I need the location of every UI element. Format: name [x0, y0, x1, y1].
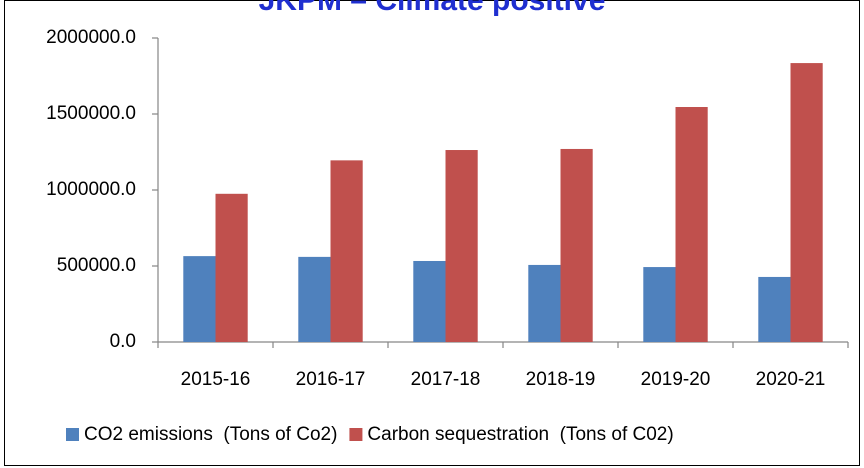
- bar: [790, 63, 823, 343]
- bar: [413, 260, 446, 342]
- bar: [330, 160, 363, 342]
- x-tick-label: 2019-20: [641, 369, 711, 390]
- bar: [675, 107, 708, 343]
- y-tick-label: 1500000.0: [46, 103, 136, 124]
- bar: [445, 150, 478, 342]
- y-tick-label: 0.0: [110, 331, 136, 352]
- chart-title: JKPM – Climate positive: [259, 0, 606, 17]
- x-tick-label: 2015-16: [181, 369, 251, 390]
- legend-label: CO2 emissions (Tons of Co2): [84, 424, 337, 445]
- legend-label: Carbon sequestration (Tons of C02): [367, 424, 673, 445]
- bar: [758, 276, 791, 342]
- x-tick-label: 2016-17: [296, 369, 366, 390]
- chart-border: [4, 0, 860, 466]
- y-tick-label: 2000000.0: [46, 27, 136, 48]
- x-tick-label: 2017-18: [411, 369, 481, 390]
- y-tick-label: 500000.0: [57, 255, 136, 276]
- x-tick-label: 2020-21: [756, 369, 826, 390]
- x-tick-label: 2018-19: [526, 369, 596, 390]
- y-tick-label: 1000000.0: [46, 179, 136, 200]
- bar: [643, 267, 676, 342]
- bar: [215, 193, 248, 342]
- bar: [560, 148, 593, 342]
- bar: [298, 256, 331, 342]
- legend-swatch: [349, 428, 363, 441]
- bar: [183, 256, 216, 342]
- legend-swatch: [66, 428, 79, 441]
- bar: [528, 264, 561, 342]
